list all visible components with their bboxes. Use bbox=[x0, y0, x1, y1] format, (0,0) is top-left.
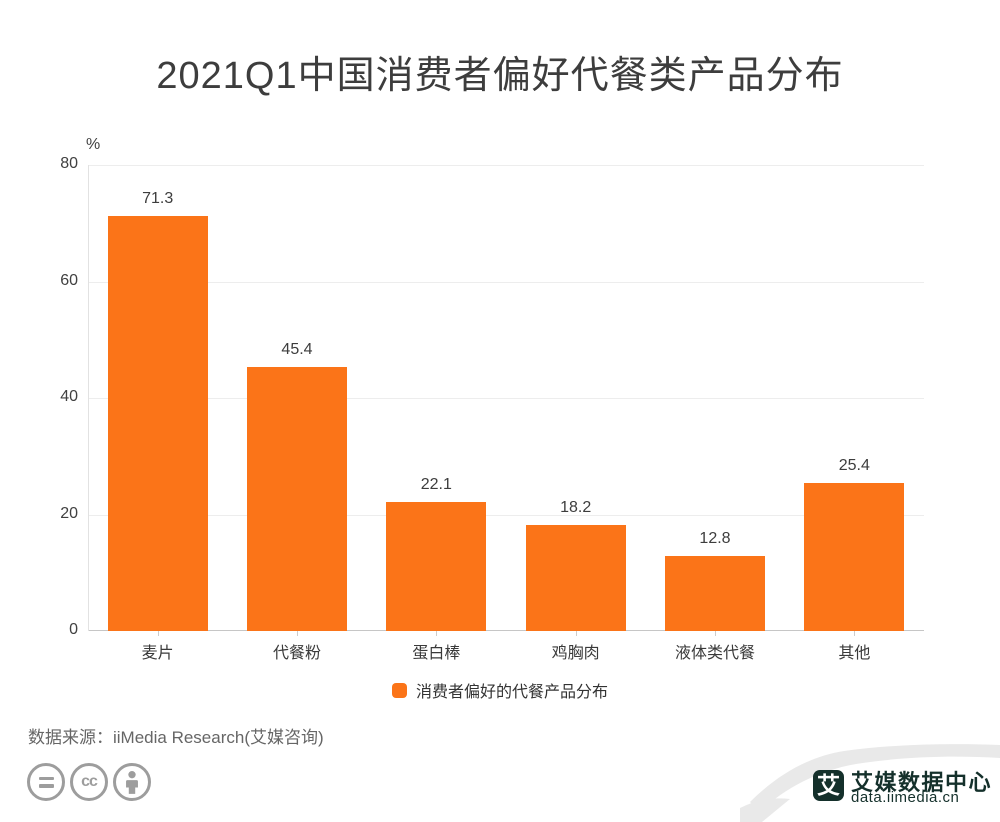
chart-title: 2021Q1中国消费者偏好代餐类产品分布 bbox=[156, 55, 844, 97]
bar-value-label: 18.2 bbox=[560, 498, 592, 516]
legend-label: 消费者偏好的代餐产品分布 bbox=[415, 684, 608, 701]
y-axis-tick-label: 20 bbox=[60, 504, 78, 522]
bar bbox=[386, 502, 487, 631]
category-tick bbox=[854, 631, 856, 636]
data-source-text: 数据来源：iiMedia Research(艾媒咨询) bbox=[28, 728, 324, 747]
wave-decoration-icon bbox=[740, 744, 1000, 822]
brand-logo-icon: 艾 bbox=[813, 770, 844, 801]
y-axis-tick-label: 80 bbox=[60, 155, 78, 172]
x-axis-label: 液体类代餐 bbox=[674, 645, 755, 662]
y-axis-tick-label: 60 bbox=[60, 271, 78, 289]
bar-value-label: 25.4 bbox=[838, 457, 870, 475]
bar-value-label: 22.1 bbox=[420, 476, 452, 494]
category-tick bbox=[715, 631, 716, 636]
legend-swatch bbox=[391, 682, 407, 698]
x-axis-label: 其他 bbox=[838, 645, 871, 662]
gridline bbox=[88, 398, 924, 399]
category-tick bbox=[575, 631, 577, 636]
x-axis-label: 麦片 bbox=[141, 645, 174, 662]
equals-icon bbox=[27, 763, 65, 801]
attribution-person-icon bbox=[113, 763, 151, 801]
bar-value-label: 12.8 bbox=[699, 530, 731, 548]
category-tick bbox=[436, 631, 438, 636]
bar-value-label: 71.3 bbox=[142, 189, 174, 207]
cc-icon: cc bbox=[70, 763, 108, 801]
bar bbox=[107, 215, 208, 631]
license-icons: cc bbox=[27, 763, 151, 801]
gridline bbox=[88, 514, 924, 516]
bar bbox=[804, 483, 905, 631]
x-axis-label: 代餐粉 bbox=[272, 645, 321, 662]
category-tick bbox=[157, 631, 159, 636]
bar bbox=[525, 524, 626, 631]
legend: 消费者偏好的代餐产品分布 bbox=[0, 678, 1000, 702]
x-axis-baseline bbox=[88, 630, 924, 631]
brand-name: 艾媒数据中心 bbox=[851, 770, 993, 795]
y-axis-line bbox=[88, 165, 89, 631]
gridline bbox=[88, 281, 924, 283]
x-axis-label: 鸡胸肉 bbox=[551, 645, 600, 662]
y-axis-tick-label: 0 bbox=[69, 621, 78, 638]
x-axis-label: 蛋白棒 bbox=[412, 645, 461, 662]
bar bbox=[247, 366, 347, 631]
category-tick bbox=[297, 631, 298, 636]
gridline bbox=[88, 165, 924, 166]
brand-url: data.iimedia.cn bbox=[851, 789, 960, 806]
bar bbox=[665, 556, 765, 631]
bar-value-label: 45.4 bbox=[281, 340, 313, 358]
brand-footer: 艾 艾媒数据中心 data.iimedia.cn bbox=[740, 740, 1000, 822]
y-axis-tick-label: 40 bbox=[60, 388, 78, 405]
y-axis-unit: % bbox=[86, 136, 101, 153]
